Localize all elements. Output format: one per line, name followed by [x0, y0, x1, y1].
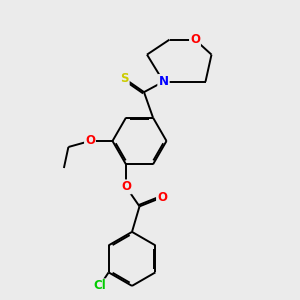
Text: O: O: [157, 191, 167, 204]
Text: O: O: [85, 134, 95, 148]
Text: Cl: Cl: [93, 279, 106, 292]
Text: N: N: [158, 75, 169, 88]
Text: O: O: [121, 180, 131, 194]
Text: S: S: [120, 72, 129, 85]
Text: O: O: [190, 33, 200, 46]
Text: N: N: [158, 75, 169, 88]
